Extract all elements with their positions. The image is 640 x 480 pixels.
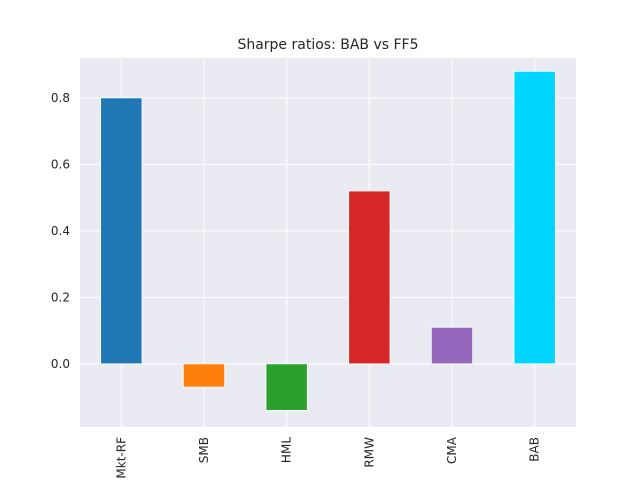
- bar-smb: [182, 363, 226, 388]
- bars: [100, 70, 556, 411]
- y-tick-label: 0.0: [51, 357, 70, 371]
- bar-cma: [430, 326, 474, 365]
- y-tick-label: 0.8: [51, 91, 70, 105]
- bar-bab: [513, 70, 556, 365]
- x-axis: Mkt-RF SMB HML RMW CMA BAB: [114, 436, 541, 478]
- y-tick-label: 0.4: [51, 224, 70, 238]
- x-tick-label: Mkt-RF: [114, 437, 128, 479]
- y-axis: 0.0 0.2 0.4 0.6 0.8: [51, 91, 70, 371]
- x-tick-label: RMW: [362, 437, 376, 468]
- x-tick-label: SMB: [197, 437, 211, 463]
- x-tick-label: CMA: [445, 436, 459, 464]
- bar-mkt-rf: [100, 97, 143, 365]
- plot-area: [80, 58, 576, 427]
- x-tick-label: HML: [280, 437, 294, 463]
- bar-rmw: [348, 190, 391, 365]
- y-tick-label: 0.6: [51, 157, 70, 171]
- chart-title: Sharpe ratios: BAB vs FF5: [237, 37, 418, 53]
- x-tick-label: BAB: [528, 437, 542, 462]
- y-tick-label: 0.2: [51, 290, 70, 304]
- bar-hml: [265, 363, 308, 411]
